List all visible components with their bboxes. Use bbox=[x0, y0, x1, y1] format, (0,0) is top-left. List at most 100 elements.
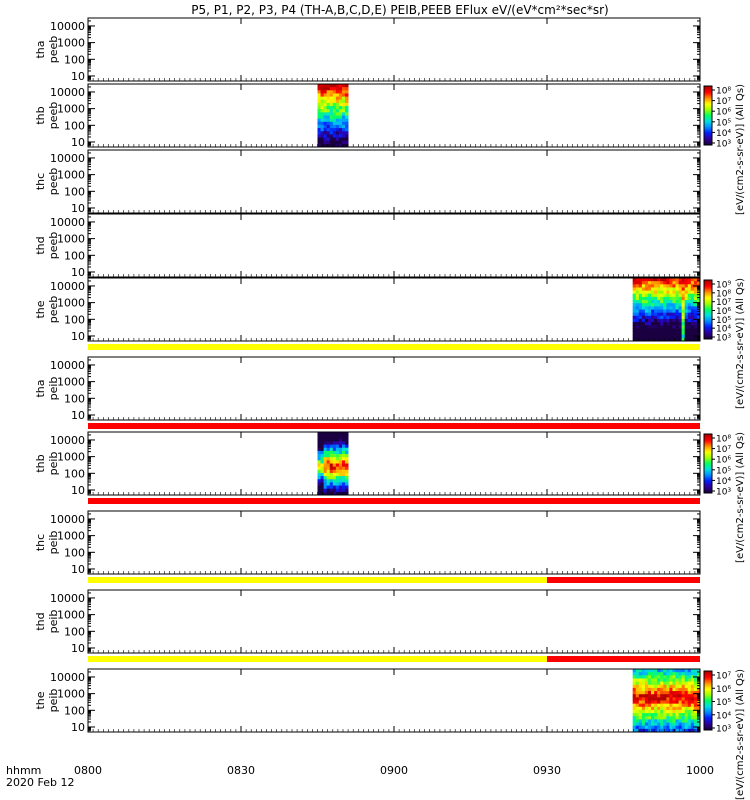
spectrogram-cell bbox=[660, 697, 664, 701]
spectrogram-cell bbox=[326, 438, 331, 442]
spectrogram-cell bbox=[681, 713, 686, 717]
spectrogram-cell bbox=[329, 102, 334, 107]
spectrogram-cell bbox=[657, 691, 661, 695]
spectrogram-cell bbox=[696, 328, 701, 332]
spectrogram-cell bbox=[644, 306, 649, 310]
spectrogram-cell bbox=[320, 447, 325, 452]
spectrogram-cell bbox=[666, 669, 670, 673]
spectrogram-cell bbox=[338, 488, 343, 493]
spectrogram-cell bbox=[320, 99, 325, 104]
spectrogram-cell bbox=[345, 96, 349, 101]
spectrogram-cell bbox=[644, 337, 649, 342]
spectrogram-cell bbox=[317, 444, 321, 449]
spectrogram-cell bbox=[651, 312, 655, 317]
spectrogram-cell bbox=[669, 703, 673, 708]
spectrogram-cell bbox=[632, 697, 637, 701]
colorbar-step bbox=[704, 459, 712, 462]
spectrogram-cell bbox=[660, 290, 664, 295]
spectrogram-cell bbox=[657, 703, 661, 708]
spectrogram-cell bbox=[332, 466, 337, 471]
spectrogram-cell bbox=[335, 479, 340, 483]
y-tick-label: 1000 bbox=[57, 103, 85, 116]
spectrogram-cell bbox=[317, 460, 321, 464]
spectrogram-cell bbox=[326, 134, 331, 138]
spectrogram-cell bbox=[666, 287, 670, 291]
spectrogram-cell bbox=[654, 725, 658, 730]
spectrogram-cell bbox=[341, 140, 346, 145]
spectrogram-cell bbox=[635, 716, 640, 720]
spectrogram-cell bbox=[657, 719, 661, 723]
spectrogram-cell bbox=[693, 290, 698, 295]
spectrogram-cell bbox=[669, 281, 673, 285]
spectrogram-cell bbox=[320, 476, 325, 480]
spectrogram-cell bbox=[687, 678, 692, 682]
y-tick-label: 10000 bbox=[50, 20, 85, 33]
spectrogram-cell bbox=[678, 694, 683, 698]
spectrogram-cell bbox=[654, 328, 658, 332]
spectrogram-cell bbox=[651, 284, 655, 288]
spectrogram-cell bbox=[690, 318, 695, 323]
spectrogram-cell bbox=[684, 672, 689, 676]
spectrogram-cell bbox=[684, 290, 689, 295]
spectrogram-cell bbox=[666, 706, 670, 711]
spectrogram-cell bbox=[666, 716, 670, 720]
spectrogram-cell bbox=[654, 331, 658, 336]
panel-product-label: peib bbox=[47, 452, 60, 476]
spectrogram-cell bbox=[672, 694, 676, 698]
spectrogram-cell bbox=[696, 691, 701, 695]
spectrogram-cell bbox=[693, 300, 698, 304]
spectrogram-cell bbox=[651, 694, 655, 698]
spectrogram-cell bbox=[641, 331, 646, 336]
spectrogram-cell bbox=[687, 337, 692, 342]
spectrogram-cell bbox=[663, 328, 667, 332]
spectrogram-cell bbox=[638, 287, 643, 291]
colorbar-step bbox=[704, 701, 712, 704]
spectrogram-cell bbox=[332, 109, 337, 113]
spectrogram-cell bbox=[654, 691, 658, 695]
y-tick-label: 100 bbox=[64, 53, 85, 66]
spectrogram-cell bbox=[632, 284, 637, 288]
spectrogram-cell bbox=[657, 318, 661, 323]
spectrogram-cell bbox=[632, 300, 637, 304]
y-tick-label: 1000 bbox=[57, 609, 85, 622]
spectrogram-cell bbox=[644, 694, 649, 698]
spectrogram-cell bbox=[678, 716, 683, 720]
spectrogram-cell bbox=[687, 703, 692, 708]
spectrogram-cell bbox=[326, 472, 331, 477]
spectrogram-cell bbox=[654, 315, 658, 320]
colorbar-step bbox=[704, 703, 712, 706]
spectrogram-cell bbox=[345, 450, 349, 455]
spectrogram-cell bbox=[641, 700, 646, 705]
spectrogram-cell bbox=[663, 719, 667, 723]
spectrogram-cell bbox=[651, 293, 655, 298]
panel-probe-label: tha bbox=[34, 40, 47, 58]
spectrogram-cell bbox=[687, 312, 692, 317]
spectrogram-cell bbox=[651, 709, 655, 714]
spectrogram-cell bbox=[666, 678, 670, 682]
spectrogram-cell bbox=[660, 675, 664, 679]
spectrogram-cell bbox=[651, 700, 655, 705]
spectrogram-cell bbox=[329, 450, 334, 455]
spectrogram-cell bbox=[663, 675, 667, 679]
spectrogram-cell bbox=[641, 296, 646, 301]
spectrogram-cell bbox=[654, 703, 658, 708]
spectrogram-cell bbox=[644, 315, 649, 320]
spectrogram-cell bbox=[341, 466, 346, 471]
colorbar-step bbox=[704, 331, 712, 334]
spectrogram-cell bbox=[345, 121, 349, 126]
spectrogram-cell bbox=[644, 669, 649, 673]
spectrogram-cell bbox=[345, 491, 349, 496]
spectrogram-cell bbox=[672, 278, 676, 282]
spectrogram-cell bbox=[638, 334, 643, 339]
y-tick-label: 1000 bbox=[57, 169, 85, 182]
spectrogram-cell bbox=[341, 454, 346, 458]
colorbar-step bbox=[704, 456, 712, 459]
colorbar-step bbox=[704, 333, 712, 336]
spectrogram-cell bbox=[641, 725, 646, 730]
spectrogram-cell bbox=[632, 328, 637, 332]
colorbar-step bbox=[704, 125, 712, 128]
spectrogram-cell bbox=[684, 337, 689, 342]
spectrogram-cell bbox=[338, 469, 343, 474]
spectrogram-cell bbox=[338, 143, 343, 148]
